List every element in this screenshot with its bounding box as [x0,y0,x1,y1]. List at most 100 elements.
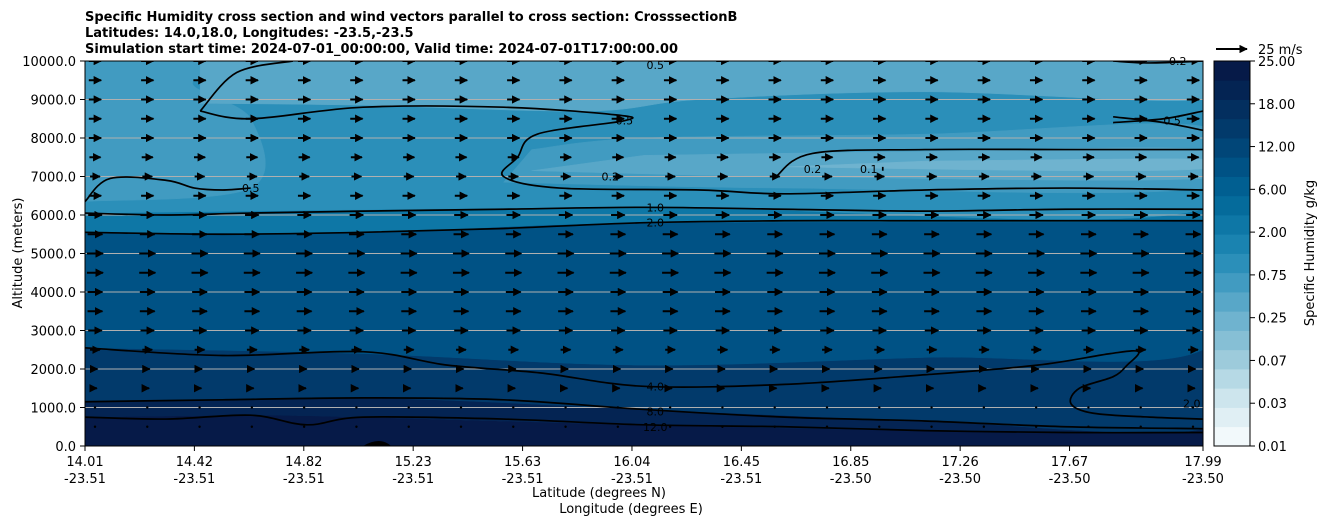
contour-label-layer: 0.50.50.21.02.00.50.2 0.10.50.24.08.012.0… [242,55,1201,434]
colorbar: 0.01 0.03 0.07 0.25 0.75 2.00 6.00 12.00 18.00 25… [1213,55,1318,455]
title-line-2: Latitudes: 14.0,18.0, Longitudes: -23.5,… [85,26,414,41]
colorbar-segment [1214,253,1250,274]
wind-vector [1034,406,1038,409]
y-tick-label: 0.0 [55,440,76,455]
wind-vector [930,406,933,409]
x-tick-label-longitude: -23.51 [392,472,434,487]
contour-line-0-5 [199,61,294,112]
wind-vector [616,425,620,428]
x-tick-label-latitude: 15.23 [395,455,432,470]
contour-label: 0.2 [602,171,620,184]
y-tick-label: 2000.0 [31,363,77,378]
wind-vector [302,425,306,428]
wind-vector [1139,406,1142,409]
contour-label: 0.1 [860,163,878,176]
wind-vector [93,406,97,409]
colorbar-segment [1214,157,1250,177]
wind-vector [93,425,97,428]
wind-vector [930,425,933,428]
wind-vector-layer [86,61,1202,428]
wind-vector [878,406,881,409]
wind-vector [1191,425,1195,428]
colorbar-segment [1214,99,1250,120]
title-line-1: Specific Humidity cross section and wind… [85,10,737,25]
wind-vector [355,406,358,409]
contour-line-0-5 [1113,110,1203,124]
x-tick-label-latitude: 16.45 [723,455,760,470]
contour-label: 0.5 [242,182,260,195]
wind-vector [773,406,776,409]
colorbar-tick-label: 0.25 [1258,312,1287,327]
y-tick-label: 10000.0 [22,55,76,70]
wind-vector [355,425,358,428]
wind-vector [668,425,672,428]
contour-label: 0.5 [616,115,634,128]
colorbar-frame [1213,60,1251,447]
colorbar-segment [1214,311,1250,331]
colorbar-segment [1214,118,1250,139]
colorbar-segment [1214,176,1250,197]
colorbar-segment [1214,195,1250,216]
wind-vector [982,425,986,428]
y-tick-label: 7000.0 [31,171,77,186]
x-tick-label-longitude: -23.51 [502,472,544,487]
colorbar-segments [1214,61,1250,447]
wind-vector [407,425,410,428]
y-tick-label: 4000.0 [31,286,77,301]
colorbar-segment [1214,292,1250,312]
wind-vector [1087,406,1090,409]
colorbar-tick-label: 0.01 [1258,440,1287,455]
contour-label: 2.0 [1183,398,1201,411]
wind-vector [198,425,201,428]
colorbar-segment [1214,80,1250,100]
y-axis-label: Altitude (meters) [11,198,26,309]
contour-label: 8.0 [646,405,664,418]
x-axis-label-latitude: Latitude (degrees N) [532,486,666,501]
wind-vector [1087,425,1090,428]
wind-vector [721,406,724,409]
colorbar-label: Specific Humidity g/kg [1303,180,1318,326]
wind-vector [146,406,149,409]
wind-vector [825,406,829,409]
x-tick-label-longitude: -23.50 [939,472,981,487]
wind-key: 25 m/s [1216,43,1303,58]
contour-label: 0.5 [1163,115,1181,128]
y-tick-label: 6000.0 [31,209,77,224]
colorbar-segment [1214,388,1250,408]
contour-label: 4.0 [646,380,664,393]
humidity-band [199,61,1203,112]
y-tick-label: 3000.0 [31,325,77,340]
x-tick-label-latitude: 14.01 [66,455,103,470]
wind-vector [721,425,724,428]
wind-vector [1034,425,1038,428]
contour-line-2-0 [85,219,1203,236]
contour-label: 0.5 [646,59,664,72]
wind-vector [878,425,881,428]
x-tick-label-latitude: 14.42 [176,455,213,470]
colorbar-tick-label: 18.00 [1258,98,1295,113]
wind-vector [825,425,829,428]
x-tick-label-longitude: -23.51 [283,472,325,487]
wind-vector [512,425,515,428]
colorbar-segment [1214,349,1250,370]
colorbar-segment [1214,330,1250,351]
wind-vector [250,425,254,428]
contour-line-1-0 [85,206,1203,216]
colorbar-segment [1214,215,1250,235]
wind-vector [146,425,149,428]
contour-layer [85,61,1203,434]
contour-line-12-0 [85,414,1203,434]
contour-label: 12.0 [643,421,668,434]
colorbar-segment [1214,61,1250,81]
wind-vector [459,406,463,409]
x-tick-label-latitude: 14.82 [285,455,322,470]
terrain-feature [363,440,392,446]
contour-label: 2.0 [646,217,664,230]
x-tick-label-latitude: 16.85 [832,455,869,470]
contour-line-0-5 [1113,115,1203,132]
colorbar-segment [1214,138,1250,158]
x-tick-label-longitude: -23.51 [720,472,762,487]
contour-line-0-2 [775,148,1203,178]
colorbar-tick-label: 0.75 [1258,269,1287,284]
wind-vector [1139,425,1142,428]
